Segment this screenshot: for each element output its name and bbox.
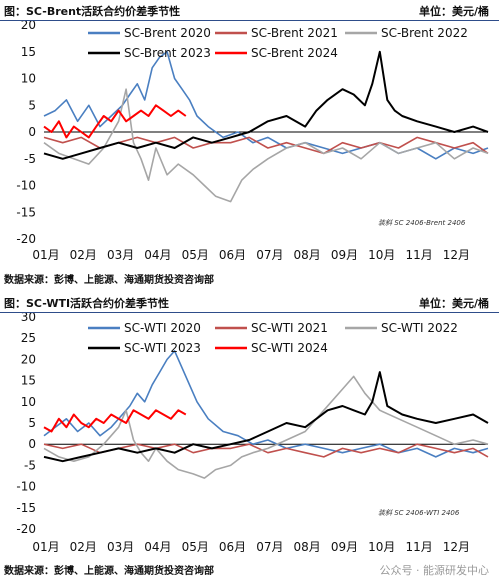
- legend-label: SC-Brent 2022: [381, 26, 468, 40]
- chart-annotation: 装斜 SC 2406-Brent 2406: [378, 219, 466, 227]
- y-tick-label: 20: [21, 21, 36, 32]
- legend-item: SC-Brent 2024: [215, 46, 338, 60]
- y-tick-label: 25: [21, 331, 36, 345]
- legend-label: SC-Brent 2024: [251, 46, 338, 60]
- x-tick-label: 04月: [144, 540, 171, 554]
- y-tick-label: 0: [28, 437, 36, 451]
- legend-item: SC-Brent 2023: [88, 46, 211, 60]
- series-line-sc-wti-2022: [43, 375, 489, 479]
- y-tick-label: -20: [16, 522, 36, 536]
- y-tick-label: -10: [16, 179, 36, 193]
- chart-title: 图：SC-Brent活跃合约价差季节性: [4, 5, 181, 18]
- x-tick-label: 09月: [331, 248, 358, 262]
- y-tick-label: -20: [16, 232, 36, 246]
- x-tick-label: 02月: [70, 540, 97, 554]
- x-tick-label: 04月: [144, 248, 171, 262]
- y-tick-label: 5: [28, 98, 36, 112]
- y-tick-label: 0: [28, 125, 36, 139]
- x-tick-label: 02月: [70, 248, 97, 262]
- legend-item: SC-WTI 2024: [215, 341, 328, 355]
- legend-item: SC-Brent 2022: [345, 26, 468, 40]
- legend-label: SC-WTI 2022: [381, 321, 458, 335]
- y-tick-label: 10: [21, 72, 36, 86]
- x-tick-label: 06月: [219, 248, 246, 262]
- unit-label: 单位：美元/桶: [418, 297, 489, 310]
- sc-brent-chart: 20 15 10 5 0 -5 -10 -15 -20 01月 02月 03月 04月 05月 06月 07月…: [16, 21, 489, 262]
- x-tick-label: 05月: [182, 540, 209, 554]
- y-tick-label: 30: [21, 313, 36, 324]
- legend-item: SC-Brent 2021: [215, 26, 338, 40]
- series-line-sc-brent-2023: [43, 50, 489, 160]
- x-tick-label: 11月: [405, 248, 432, 262]
- y-tick-label: -15: [16, 501, 36, 515]
- x-tick-label: 07月: [256, 248, 283, 262]
- x-tick-label: 10月: [368, 540, 395, 554]
- x-tick-label: 11月: [405, 540, 432, 554]
- series-line-sc-wti-2020: [43, 350, 489, 458]
- x-tick-label: 12月: [443, 248, 470, 262]
- x-tick-label: 05月: [182, 248, 209, 262]
- series-line-sc-brent-2020: [43, 50, 489, 160]
- panel-sc-brent: 图：SC-Brent活跃合约价差季节性 单位：美元/桶 20 15 10 5 0 -5 -1…: [0, 0, 499, 286]
- legend-label: SC-WTI 2024: [251, 341, 328, 355]
- x-tick-label: 07月: [256, 540, 283, 554]
- legend-item: SC-WTI 2022: [345, 321, 458, 335]
- watermark: 公众号 · 能源研发中心: [379, 564, 490, 577]
- series-line-sc-wti-2023: [43, 371, 489, 463]
- y-tick-label: -15: [16, 205, 36, 219]
- y-tick-label: -10: [16, 480, 36, 494]
- panel-sc-wti: 图：SC-WTI活跃合约价差季节性 单位：美元/桶 30 25 20 15 10 5 0 -5…: [0, 292, 499, 581]
- x-tick-label: 10月: [368, 248, 395, 262]
- x-tick-label: 12月: [443, 540, 470, 554]
- x-tick-label: 03月: [107, 248, 134, 262]
- series-line-sc-brent-2022: [43, 88, 489, 203]
- legend-label: SC-Brent 2023: [124, 46, 211, 60]
- y-tick-label: 15: [21, 45, 36, 59]
- legend-label: SC-Brent 2021: [251, 26, 338, 40]
- y-tick-label: -5: [24, 458, 36, 472]
- panel-header: 图：SC-Brent活跃合约价差季节性 单位：美元/桶: [0, 0, 499, 21]
- legend-item: SC-WTI 2021: [215, 321, 328, 335]
- legend-label: SC-Brent 2020: [124, 26, 211, 40]
- y-tick-label: 10: [21, 395, 36, 409]
- y-tick-label: 15: [21, 374, 36, 388]
- legend-item: SC-Brent 2020: [88, 26, 211, 40]
- x-tick-label: 06月: [219, 540, 246, 554]
- legend-label: SC-WTI 2021: [251, 321, 328, 335]
- chart-annotation: 装斜 SC 2406-WTI 2406: [378, 509, 460, 517]
- x-tick-label: 03月: [107, 540, 134, 554]
- chart-title: 图：SC-WTI活跃合约价差季节性: [4, 297, 170, 310]
- x-tick-label: 08月: [294, 540, 321, 554]
- unit-label: 单位：美元/桶: [418, 5, 489, 18]
- y-tick-label: -5: [24, 152, 36, 166]
- legend-item: SC-WTI 2020: [88, 321, 201, 335]
- legend-item: SC-WTI 2023: [88, 341, 201, 355]
- x-tick-label: 09月: [331, 540, 358, 554]
- y-tick-label: 20: [21, 352, 36, 366]
- legend-label: SC-WTI 2023: [124, 341, 201, 355]
- sc-wti-chart: 30 25 20 15 10 5 0 -5 -10 -15 -20 01月 02月 03月 04月 05月 06…: [16, 313, 489, 554]
- legend-label: SC-WTI 2020: [124, 321, 201, 335]
- y-tick-label: 5: [28, 416, 36, 430]
- source-note: 数据来源：彭博、上能源、海通期货投资咨询部: [4, 275, 214, 286]
- x-tick-label: 01月: [32, 540, 59, 554]
- x-tick-label: 01月: [32, 248, 59, 262]
- series-line-sc-brent-2024: [43, 104, 187, 139]
- source-note: 数据来源：彭博、上能源、海通期货投资咨询部: [4, 566, 214, 577]
- x-tick-label: 08月: [294, 248, 321, 262]
- series-line-sc-wti-2024: [43, 409, 187, 433]
- panel-header: 图：SC-WTI活跃合约价差季节性 单位：美元/桶: [0, 292, 499, 313]
